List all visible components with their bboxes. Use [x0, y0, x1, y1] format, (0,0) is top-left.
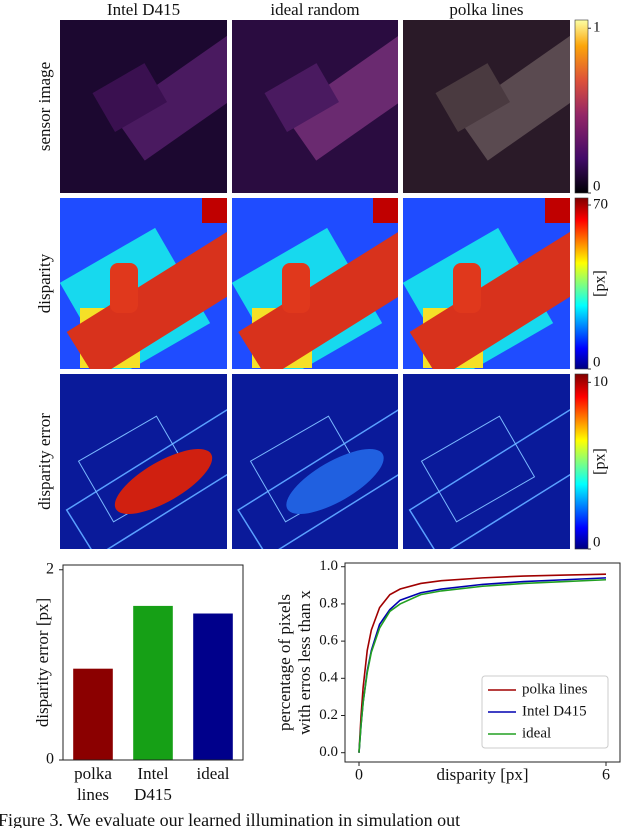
- image-content: [232, 198, 398, 369]
- image-content: [232, 20, 398, 193]
- line-series: [358, 578, 607, 753]
- image-content: [60, 20, 227, 193]
- legend-label: Intel D415: [522, 703, 587, 719]
- y-tick-label: 0.8: [319, 595, 338, 611]
- colorbar-tick-label: 0: [593, 178, 601, 194]
- colorbar: [574, 373, 589, 550]
- image-spot: [545, 198, 570, 223]
- legend-label: ideal: [522, 725, 551, 741]
- y-tick-label: 2: [46, 560, 54, 577]
- colorbar-tick-label: 10: [593, 374, 608, 390]
- image-bar: [238, 231, 398, 369]
- column-title: ideal random: [270, 0, 359, 19]
- image-content: [232, 374, 398, 549]
- y-tick-label: 0.4: [319, 670, 338, 686]
- image-content: [403, 20, 570, 193]
- row-label: disparity: [35, 253, 54, 313]
- image-edges: [65, 408, 227, 549]
- colorbar-label: [px]: [592, 448, 609, 475]
- image-spot: [202, 198, 227, 223]
- image-error: [114, 449, 213, 514]
- y-axis-label: with erros less than x: [295, 590, 314, 735]
- y-tick-label: 0.0: [319, 744, 338, 760]
- image-edges: [237, 408, 398, 549]
- bar: [193, 613, 233, 760]
- column-title: Intel D415: [107, 0, 180, 19]
- image-edges: [420, 415, 536, 523]
- y-axis-label: percentage of pixels: [275, 594, 294, 731]
- image-panel: [403, 20, 570, 193]
- row-label: disparity error: [35, 413, 54, 510]
- image-object: [435, 63, 510, 133]
- image-content: [403, 198, 570, 369]
- image-panel: [403, 374, 570, 549]
- x-tick-label: 0: [355, 767, 363, 784]
- legend-label: polka lines: [522, 681, 588, 697]
- image-panel: [232, 20, 398, 193]
- image-band: [113, 20, 227, 161]
- image-content: [403, 374, 570, 549]
- colorbar: [574, 19, 589, 194]
- axes-frame: [62, 564, 244, 761]
- image-panel: [60, 20, 227, 193]
- image-object: [453, 263, 481, 313]
- image-panel: [403, 198, 570, 369]
- image-content: [60, 198, 227, 369]
- row-label: sensor image: [35, 62, 54, 151]
- image-object: [282, 263, 310, 313]
- colorbar-tick-label: 0: [593, 354, 601, 370]
- image-panel: [60, 374, 227, 549]
- y-tick-label: 0: [46, 751, 54, 768]
- line-series: [358, 573, 607, 753]
- image-object: [110, 263, 138, 313]
- image-bar: [409, 231, 570, 369]
- x-tick-label: polka lines: [74, 764, 112, 804]
- x-tick-label: Intel D415: [134, 764, 172, 804]
- x-axis-label: disparity [px]: [436, 765, 528, 784]
- y-axis-label: disparity error [px]: [33, 598, 52, 727]
- x-tick-label: ideal: [196, 764, 230, 783]
- image-content: [60, 374, 227, 549]
- image-spot: [373, 198, 398, 223]
- image-object: [92, 63, 167, 133]
- column-title: polka lines: [449, 0, 523, 19]
- colorbar-tick-label: 0: [593, 534, 601, 550]
- colorbar: [574, 197, 589, 370]
- legend-box: [481, 675, 609, 749]
- image-panel: [232, 198, 398, 369]
- image-object: [264, 63, 339, 133]
- image-edges: [408, 408, 570, 549]
- y-tick-label: 0.2: [319, 707, 338, 723]
- colorbar-label: [px]: [592, 270, 609, 297]
- axes-frame: [344, 562, 621, 763]
- image-band: [284, 20, 398, 161]
- image-bar: [66, 231, 227, 369]
- y-tick-label: 0.6: [319, 633, 338, 649]
- image-error: [286, 449, 384, 514]
- bar: [133, 605, 173, 760]
- colorbar-tick-label: 70: [593, 196, 608, 212]
- colorbar-tick-label: 1: [593, 20, 601, 36]
- caption: Figure 3. We evaluate our learned illumi…: [0, 810, 460, 828]
- image-panel: [60, 198, 227, 369]
- bar: [73, 668, 113, 760]
- x-tick-label: 6: [602, 767, 610, 784]
- image-band: [456, 20, 570, 161]
- y-tick-label: 1.0: [319, 558, 338, 574]
- image-panel: [232, 374, 398, 549]
